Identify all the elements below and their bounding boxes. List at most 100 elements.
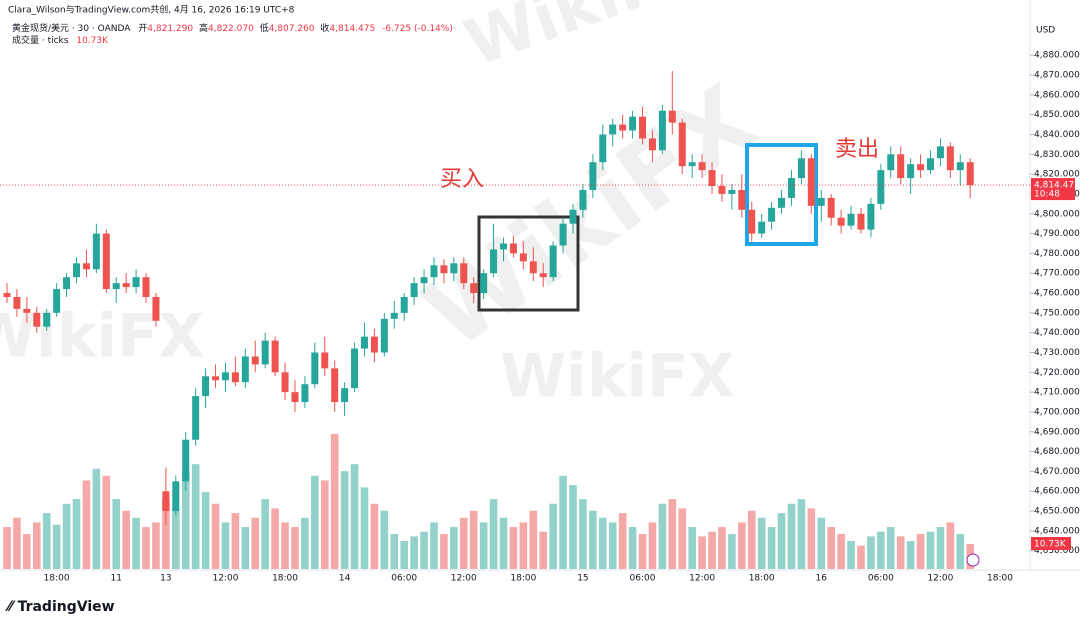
low-label: 低 (260, 22, 269, 34)
volume-bar (261, 499, 269, 569)
candle-body (917, 164, 925, 171)
candle-body (360, 336, 368, 349)
volume-bar (658, 503, 667, 569)
y-tick-label: 4,690.000 (1034, 427, 1080, 437)
volume-bar (559, 475, 567, 569)
volume-bar (450, 527, 458, 569)
watermark: WikiFX (456, 0, 716, 82)
sell-annotation: 卖出 (835, 137, 879, 162)
candle-body (142, 277, 150, 298)
candle-body (221, 372, 229, 381)
candle-body (321, 352, 329, 369)
candle-body (162, 491, 170, 512)
x-tick-label: 14 (339, 574, 351, 584)
y-tick-label: 4,740.000 (1034, 328, 1080, 338)
candle-body (648, 138, 656, 151)
volume-bar (340, 471, 349, 569)
x-tick-label: 12:00 (689, 574, 715, 584)
candle-body (460, 263, 468, 284)
y-tick-label: 4,880.000 (1034, 51, 1080, 61)
symbol: 黄金现货/美元 · 30 · OANDA (12, 22, 131, 34)
volume-bar (469, 510, 478, 569)
volume-bar (122, 510, 130, 569)
candle-body (797, 158, 805, 179)
volume-bar (102, 475, 111, 569)
candle-body (430, 265, 438, 278)
volume-bar (549, 503, 557, 569)
y-tick-label: 4,680.000 (1034, 447, 1080, 457)
candle-body (202, 376, 210, 397)
candle-body (112, 283, 120, 290)
volume-value: 10.73K (76, 36, 109, 46)
price-axis-bg (1030, 0, 1080, 570)
volume-bar (201, 492, 210, 569)
logo-text: TradingView (18, 599, 115, 615)
candle-body (43, 312, 51, 327)
candle-body (569, 209, 577, 224)
volume-bar (628, 527, 637, 569)
sell-box (745, 143, 818, 246)
candle-body (748, 209, 756, 234)
candle-body (490, 249, 498, 274)
candle-body (311, 352, 319, 385)
candle-body (410, 283, 418, 298)
candle-body (519, 253, 527, 262)
volume-bar (132, 517, 140, 569)
volume-bar (956, 534, 965, 569)
candle-body (946, 146, 954, 171)
candle-body (837, 217, 845, 226)
volume-tag-label: 10.73K (1034, 540, 1067, 550)
candle-body (33, 312, 41, 327)
candle-body (480, 273, 488, 294)
x-tick-label: 18:00 (510, 574, 536, 584)
volume-bar (896, 536, 905, 569)
candle-body (212, 376, 220, 381)
volume-line: 成交量 · ticks 10.73K (12, 34, 109, 46)
volume-bar (827, 527, 835, 569)
candle-body (599, 134, 607, 163)
candle-body (509, 243, 517, 254)
volume-bar (311, 475, 319, 569)
candle-body (370, 336, 378, 353)
candle-body (907, 164, 915, 179)
volume-bar (400, 541, 408, 569)
volume-bar (360, 487, 369, 569)
close-label: 收 (320, 22, 329, 34)
watermark: WikiFX (404, 64, 776, 371)
volume-bar (906, 541, 915, 569)
volume-bar (539, 531, 548, 569)
volume-bar (678, 508, 687, 569)
volume-bar (32, 522, 41, 569)
x-tick-label: 06:00 (868, 574, 894, 584)
countdown: 10:48 (1034, 190, 1060, 200)
candle-body (956, 162, 964, 171)
candle-body (390, 312, 398, 319)
y-tick-label: 4,760.000 (1034, 289, 1080, 299)
candle-body (678, 122, 686, 167)
y-tick-label: 4,730.000 (1034, 348, 1080, 358)
y-tick-label: 4,840.000 (1034, 130, 1080, 140)
x-tick-label: 06:00 (391, 574, 417, 584)
volume-bar (52, 524, 61, 569)
y-tick-label: 4,830.000 (1034, 150, 1080, 160)
candle-body (629, 116, 637, 131)
volume-bar (92, 468, 101, 569)
candle-body (132, 277, 140, 288)
candle-body (668, 110, 676, 123)
x-tick-label: 12:00 (451, 574, 477, 584)
volume-bar (757, 517, 766, 569)
candle-body (619, 124, 627, 131)
volume-bar (271, 508, 279, 569)
x-tick-label: 18:00 (44, 574, 70, 584)
volume-bar (926, 531, 935, 569)
candle-body (827, 197, 835, 218)
price-tag-label: 4,814.475 (1034, 181, 1080, 191)
volume-bar (618, 513, 627, 569)
watermark: WikiFX (500, 342, 734, 412)
candle-body (758, 221, 766, 234)
volume-bar (479, 522, 488, 569)
candle-body (192, 396, 200, 440)
candle-body (857, 213, 865, 230)
volume-bar (82, 480, 91, 569)
volume-bar (579, 499, 587, 569)
